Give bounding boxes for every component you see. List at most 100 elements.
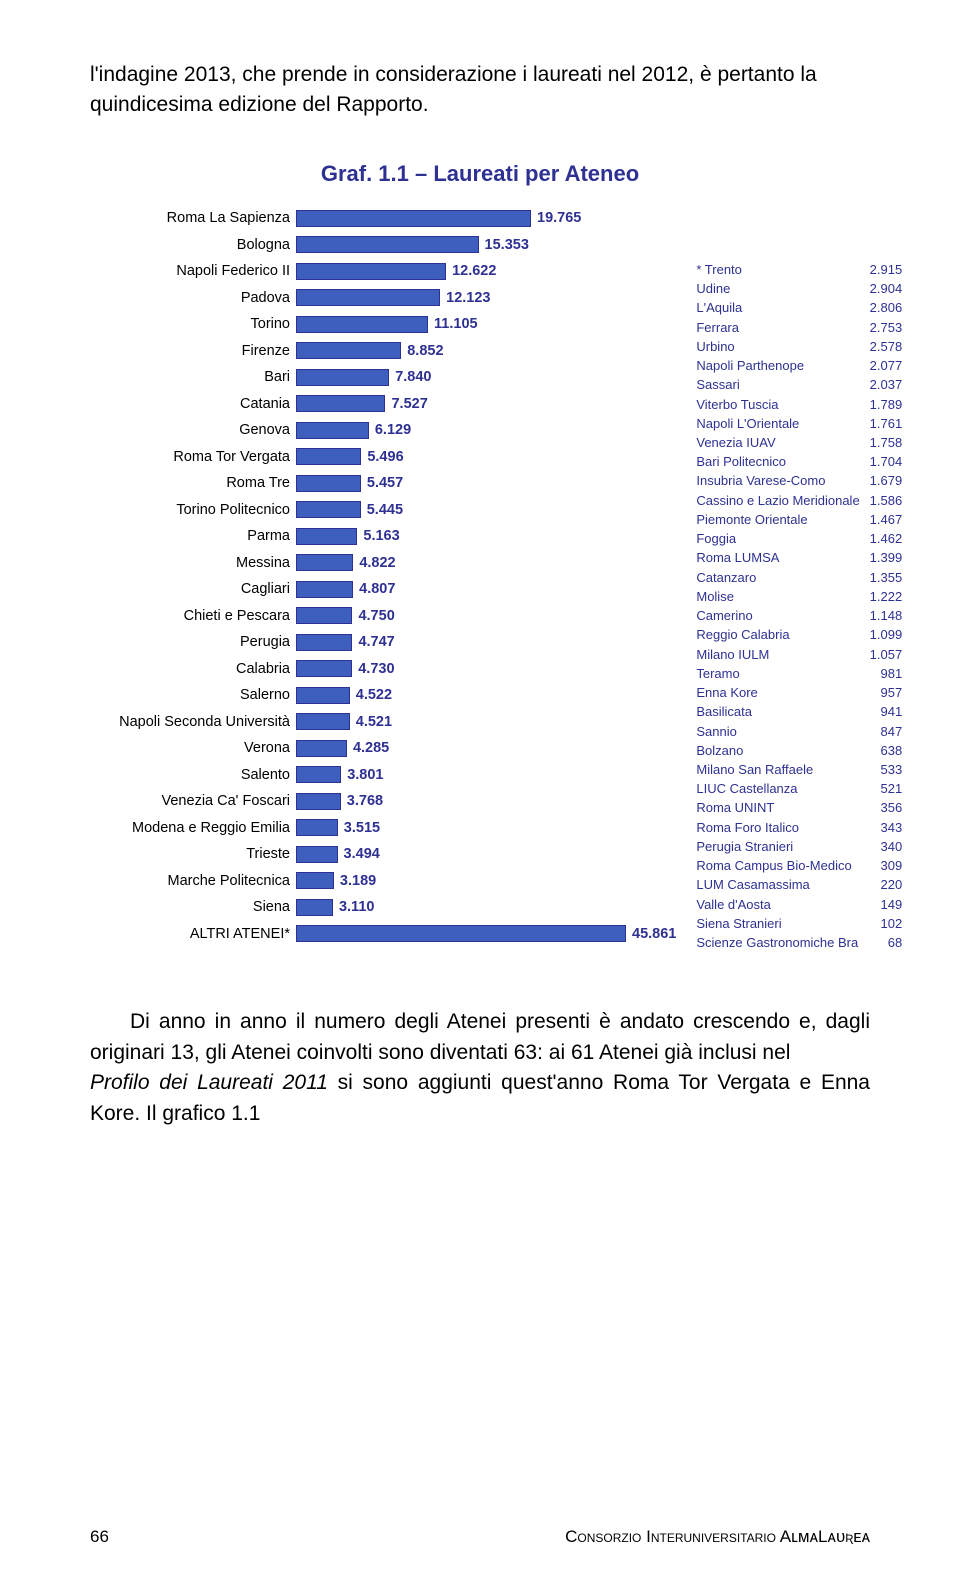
bar-label: Torino Politecnico	[90, 502, 296, 518]
right-table-label: Milano San Raffaele	[696, 760, 813, 779]
right-table-row: Scienze Gastronomiche Bra68	[696, 933, 902, 952]
bar-label: Siena	[90, 899, 296, 915]
bar-fill	[296, 766, 341, 783]
right-table-value: 1.399	[860, 548, 903, 567]
bar-fill	[296, 872, 334, 889]
chart-title: Graf. 1.1 – Laureati per Ateneo	[90, 161, 870, 187]
bar-fill	[296, 448, 361, 465]
right-table-label: Sannio	[696, 722, 736, 741]
bar-track: 7.527	[296, 395, 531, 412]
right-table-value: 521	[871, 779, 903, 798]
right-table-label: Molise	[696, 587, 734, 606]
right-table-label: Reggio Calabria	[696, 625, 789, 644]
bar-value: 4.730	[352, 661, 394, 677]
right-table-value: 1.704	[860, 452, 903, 471]
right-table-row: Sassari2.037	[696, 375, 902, 394]
right-table-row: Teramo981	[696, 664, 902, 683]
bar-row: Torino Politecnico5.445	[90, 496, 676, 523]
right-table-row: Reggio Calabria1.099	[696, 625, 902, 644]
bar-value: 7.527	[385, 396, 427, 412]
right-table-label: Roma UNINT	[696, 798, 774, 817]
bar-value: 19.765	[531, 210, 581, 226]
bar-track: 8.852	[296, 342, 531, 359]
bar-fill	[296, 236, 479, 253]
right-table-label: Urbino	[696, 337, 734, 356]
right-table-label: Napoli L'Orientale	[696, 414, 799, 433]
bar-track: 4.750	[296, 607, 531, 624]
bar-fill	[296, 210, 531, 227]
bar-value: 4.747	[352, 634, 394, 650]
bar-fill	[296, 316, 428, 333]
right-table-row: Siena Stranieri102	[696, 914, 902, 933]
bar-label: Catania	[90, 396, 296, 412]
bar-track: 7.840	[296, 369, 531, 386]
right-table-value: 1.057	[860, 645, 903, 664]
bar-row: Venezia Ca' Foscari3.768	[90, 788, 676, 815]
right-table-row: Camerino 1.148	[696, 606, 902, 625]
bar-label: Firenze	[90, 343, 296, 359]
right-table: * Trento2.915Udine2.904L'Aquila2.806Ferr…	[696, 205, 902, 952]
bar-value: 7.840	[389, 369, 431, 385]
right-table-row: Ferrara 2.753	[696, 318, 902, 337]
right-table-value: 981	[871, 664, 903, 683]
bar-row: Verona4.285	[90, 735, 676, 762]
bar-label: Venezia Ca' Foscari	[90, 793, 296, 809]
bar-fill	[296, 846, 338, 863]
bar-fill	[296, 634, 352, 651]
right-table-value: 2.915	[860, 260, 903, 279]
right-table-row: Foggia1.462	[696, 529, 902, 548]
right-table-value: 309	[871, 856, 903, 875]
bar-label: Cagliari	[90, 581, 296, 597]
bar-fill	[296, 581, 353, 598]
right-table-row: Insubria Varese-Como1.679	[696, 471, 902, 490]
bar-row: Salerno4.522	[90, 682, 676, 709]
bar-row: Siena3.110	[90, 894, 676, 921]
right-table-label: Camerino	[696, 606, 752, 625]
bar-track: 5.445	[296, 501, 531, 518]
right-table-label: Milano IULM	[696, 645, 769, 664]
right-table-label: Cassino e Lazio Meridionale	[696, 491, 859, 510]
right-table-row: Enna Kore957	[696, 683, 902, 702]
bar-row: Catania 7.527	[90, 390, 676, 417]
bar-label: Napoli Seconda Università	[90, 714, 296, 730]
footer-source: Consorzio Interuniversitario AʟᴍᴀLᴀᴜʀᴇᴀ	[565, 1527, 870, 1547]
right-table-row: Bari Politecnico1.704	[696, 452, 902, 471]
bar-fill	[296, 289, 440, 306]
right-table-row: Roma Campus Bio-Medico 309	[696, 856, 902, 875]
right-table-label: Roma Campus Bio-Medico	[696, 856, 851, 875]
bar-fill	[296, 554, 353, 571]
right-table-label: Roma Foro Italico	[696, 818, 799, 837]
right-table-value: 957	[871, 683, 903, 702]
bar-value: 5.457	[361, 475, 403, 491]
right-table-value: 356	[871, 798, 903, 817]
bar-value: 4.285	[347, 740, 389, 756]
bar-value: 8.852	[401, 343, 443, 359]
right-table-row: Milano San Raffaele533	[696, 760, 902, 779]
bar-track: 3.768	[296, 793, 531, 810]
bar-fill	[296, 687, 350, 704]
bar-label: Modena e Reggio Emilia	[90, 820, 296, 836]
page-number: 66	[90, 1527, 109, 1547]
bar-row: Genova6.129	[90, 417, 676, 444]
right-table-value: 149	[871, 895, 903, 914]
right-table-value: 340	[871, 837, 903, 856]
bar-label-altri: ALTRI ATENEI*	[90, 926, 296, 942]
right-table-row: Udine2.904	[696, 279, 902, 298]
right-table-value: 1.679	[860, 471, 903, 490]
bar-track: 4.521	[296, 713, 531, 730]
right-table-label: Catanzaro	[696, 568, 756, 587]
intro-paragraph: l'indagine 2013, che prende in considera…	[90, 60, 870, 121]
bar-value: 4.750	[352, 608, 394, 624]
right-table-label: Ferrara	[696, 318, 739, 337]
right-table-row: Valle d'Aosta149	[696, 895, 902, 914]
bar-fill	[296, 475, 361, 492]
bar-row: Napoli Federico II12.622	[90, 258, 676, 285]
right-table-label: Viterbo Tuscia	[696, 395, 778, 414]
bar-fill	[296, 925, 626, 942]
right-table-value: 2.753	[860, 318, 903, 337]
right-table-value: 847	[871, 722, 903, 741]
bar-fill	[296, 740, 347, 757]
right-table-value: 1.148	[860, 606, 903, 625]
bar-fill	[296, 713, 350, 730]
bar-fill	[296, 263, 446, 280]
